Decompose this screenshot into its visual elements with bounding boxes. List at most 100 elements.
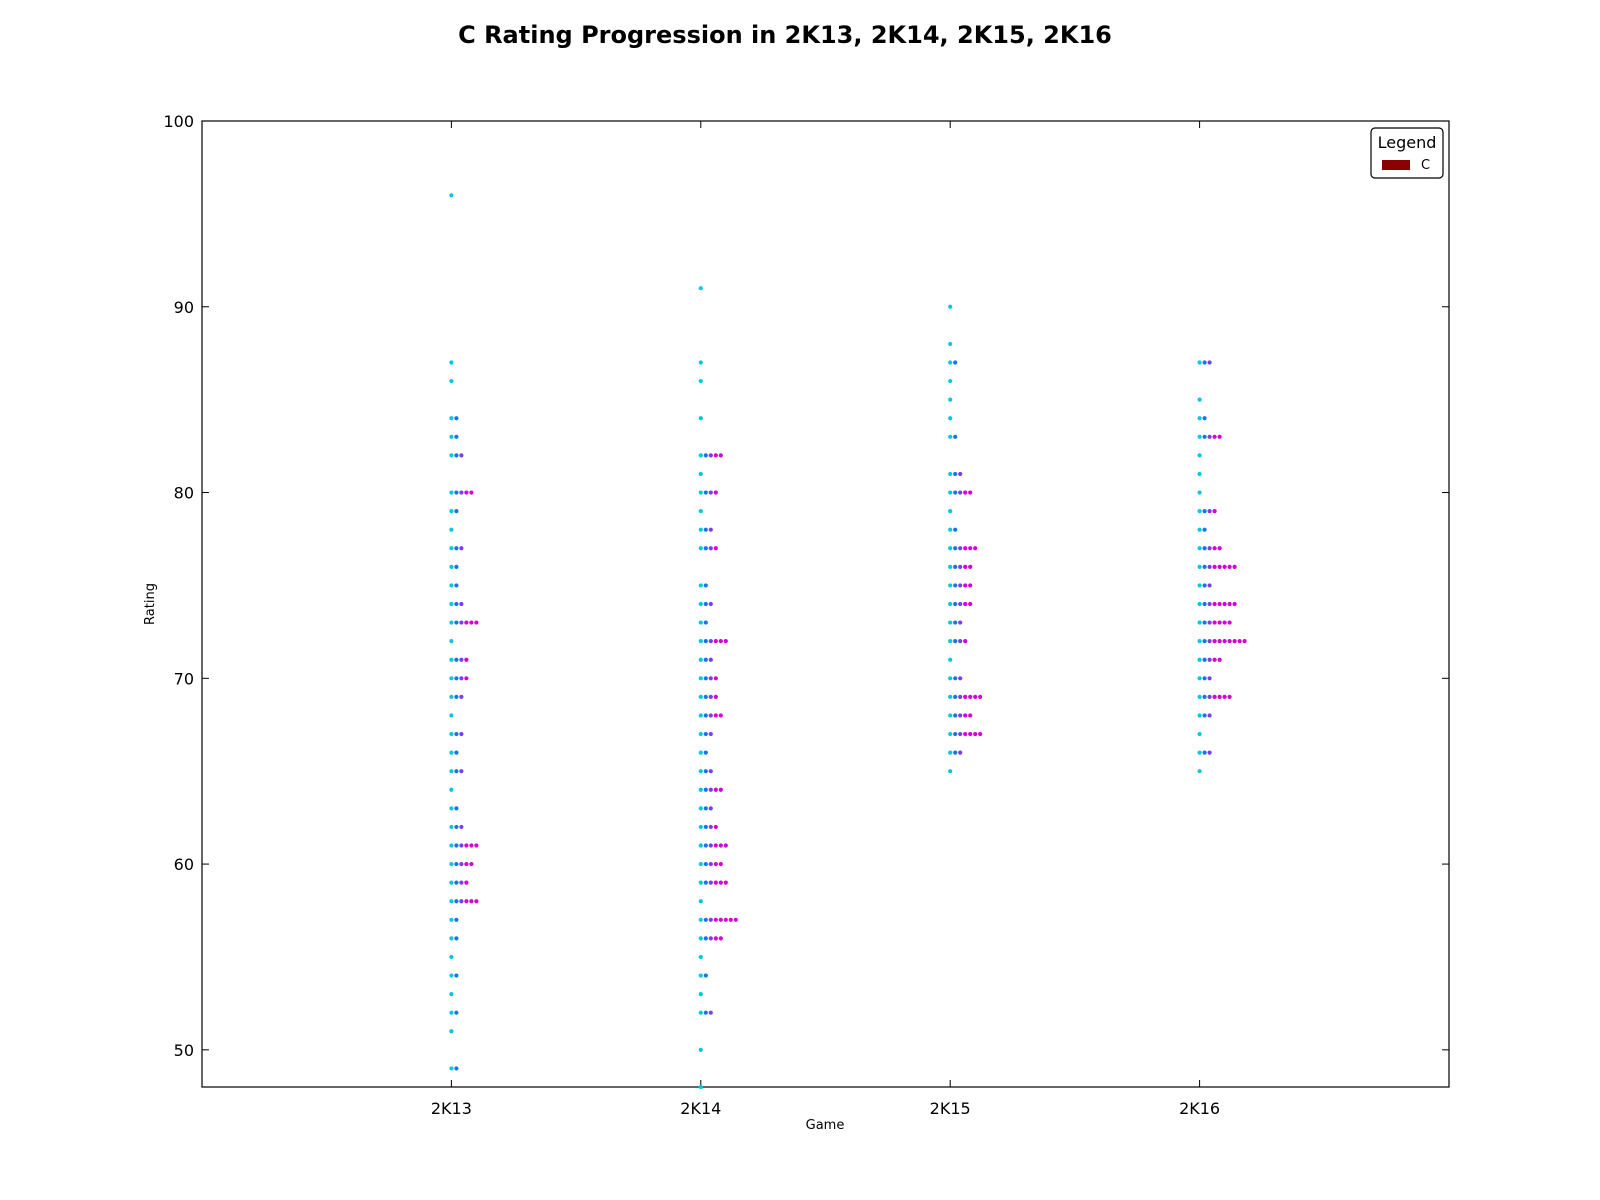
data-point-2k15 — [948, 490, 953, 495]
data-point-2k14 — [723, 880, 728, 885]
data-point-2k14 — [698, 360, 703, 365]
data-point-2k16 — [1197, 676, 1202, 681]
data-point-2k14 — [703, 583, 708, 588]
data-point-2k16 — [1207, 657, 1212, 662]
data-point-2k16 — [1212, 509, 1217, 514]
data-point-2k14 — [703, 806, 708, 811]
data-point-2k16 — [1202, 694, 1207, 699]
data-point-2k16 — [1202, 750, 1207, 755]
data-point-2k14 — [718, 880, 723, 885]
data-point-2k16 — [1202, 527, 1207, 532]
data-point-2k15 — [948, 341, 953, 347]
data-point-2k14 — [698, 769, 703, 774]
data-point-2k15 — [963, 490, 968, 495]
data-point-2k13 — [454, 880, 459, 885]
data-points — [449, 193, 1247, 1090]
data-point-2k13 — [449, 787, 454, 792]
data-point-2k14 — [698, 583, 703, 588]
data-point-2k14 — [703, 527, 708, 532]
data-point-2k15 — [948, 360, 953, 365]
legend-title: Legend — [1378, 133, 1437, 152]
data-point-2k14 — [708, 787, 713, 792]
data-point-2k15 — [948, 397, 953, 402]
data-point-2k13 — [449, 917, 454, 922]
data-point-2k13 — [449, 360, 454, 365]
data-point-2k16 — [1197, 694, 1202, 699]
data-point-2k14 — [703, 750, 708, 755]
data-point-2k13 — [459, 657, 464, 662]
data-point-2k15 — [968, 583, 973, 588]
data-point-2k14 — [698, 378, 703, 384]
data-point-2k15 — [948, 546, 953, 551]
data-point-2k16 — [1197, 620, 1202, 625]
data-point-2k14 — [703, 620, 708, 625]
data-point-2k14 — [733, 917, 738, 922]
data-point-2k14 — [703, 880, 708, 885]
data-point-2k16 — [1217, 620, 1222, 625]
data-point-2k14 — [713, 917, 718, 922]
data-point-2k15 — [948, 676, 953, 681]
data-point-2k14 — [708, 694, 713, 699]
data-point-2k13 — [464, 861, 469, 867]
data-point-2k16 — [1197, 546, 1202, 551]
data-point-2k16 — [1222, 639, 1227, 644]
data-point-2k16 — [1207, 713, 1212, 718]
data-point-2k13 — [459, 861, 464, 867]
legend-swatch — [1382, 160, 1410, 170]
data-point-2k13 — [469, 620, 474, 625]
data-point-2k16 — [1217, 434, 1222, 439]
data-point-2k14 — [713, 546, 718, 551]
data-point-2k14 — [708, 657, 713, 662]
data-point-2k14 — [708, 601, 713, 607]
data-point-2k15 — [963, 639, 968, 644]
data-point-2k16 — [1202, 583, 1207, 588]
data-point-2k15 — [953, 527, 958, 532]
data-point-2k15 — [948, 657, 953, 662]
data-point-2k14 — [713, 880, 718, 885]
data-point-2k14 — [703, 694, 708, 699]
data-point-2k15 — [963, 713, 968, 718]
data-point-2k14 — [703, 917, 708, 922]
data-point-2k13 — [454, 731, 459, 737]
data-point-2k14 — [713, 861, 718, 867]
data-point-2k14 — [698, 973, 703, 978]
data-point-2k14 — [698, 824, 703, 830]
x-axis-ticks: 2K13 2K14 2K15 2K16 — [431, 121, 1220, 1118]
data-point-2k14 — [708, 713, 713, 718]
data-point-2k13 — [449, 378, 454, 384]
data-point-2k15 — [948, 583, 953, 588]
data-point-2k14 — [708, 843, 713, 848]
x-axis-label: Game — [806, 1118, 845, 1133]
data-point-2k14 — [708, 546, 713, 551]
data-point-2k13 — [449, 564, 454, 569]
data-point-2k14 — [708, 731, 713, 737]
data-point-2k13 — [449, 1010, 454, 1015]
data-point-2k16 — [1212, 694, 1217, 699]
plot-frame — [201, 120, 1450, 1088]
data-point-2k16 — [1202, 360, 1207, 365]
data-point-2k16 — [1207, 434, 1212, 439]
data-point-2k15 — [963, 546, 968, 551]
data-point-2k15 — [968, 546, 973, 551]
data-point-2k13 — [454, 899, 459, 904]
data-point-2k14 — [698, 471, 703, 477]
data-point-2k15 — [968, 694, 973, 699]
y-tick-label: 90 — [174, 298, 194, 317]
data-point-2k16 — [1202, 657, 1207, 662]
data-point-2k13 — [454, 601, 459, 607]
data-point-2k15 — [948, 378, 953, 384]
y-tick-label: 60 — [174, 855, 194, 874]
data-point-2k13 — [454, 769, 459, 774]
data-point-2k13 — [449, 731, 454, 737]
data-point-2k14 — [698, 936, 703, 941]
data-point-2k13 — [449, 769, 454, 774]
data-point-2k13 — [459, 620, 464, 625]
data-point-2k13 — [449, 954, 454, 960]
data-point-2k14 — [708, 676, 713, 681]
data-point-2k16 — [1212, 601, 1217, 607]
data-point-2k13 — [459, 676, 464, 681]
data-point-2k14 — [703, 1010, 708, 1015]
data-point-2k13 — [454, 861, 459, 867]
data-point-2k15 — [953, 731, 958, 737]
data-point-2k15 — [953, 564, 958, 569]
